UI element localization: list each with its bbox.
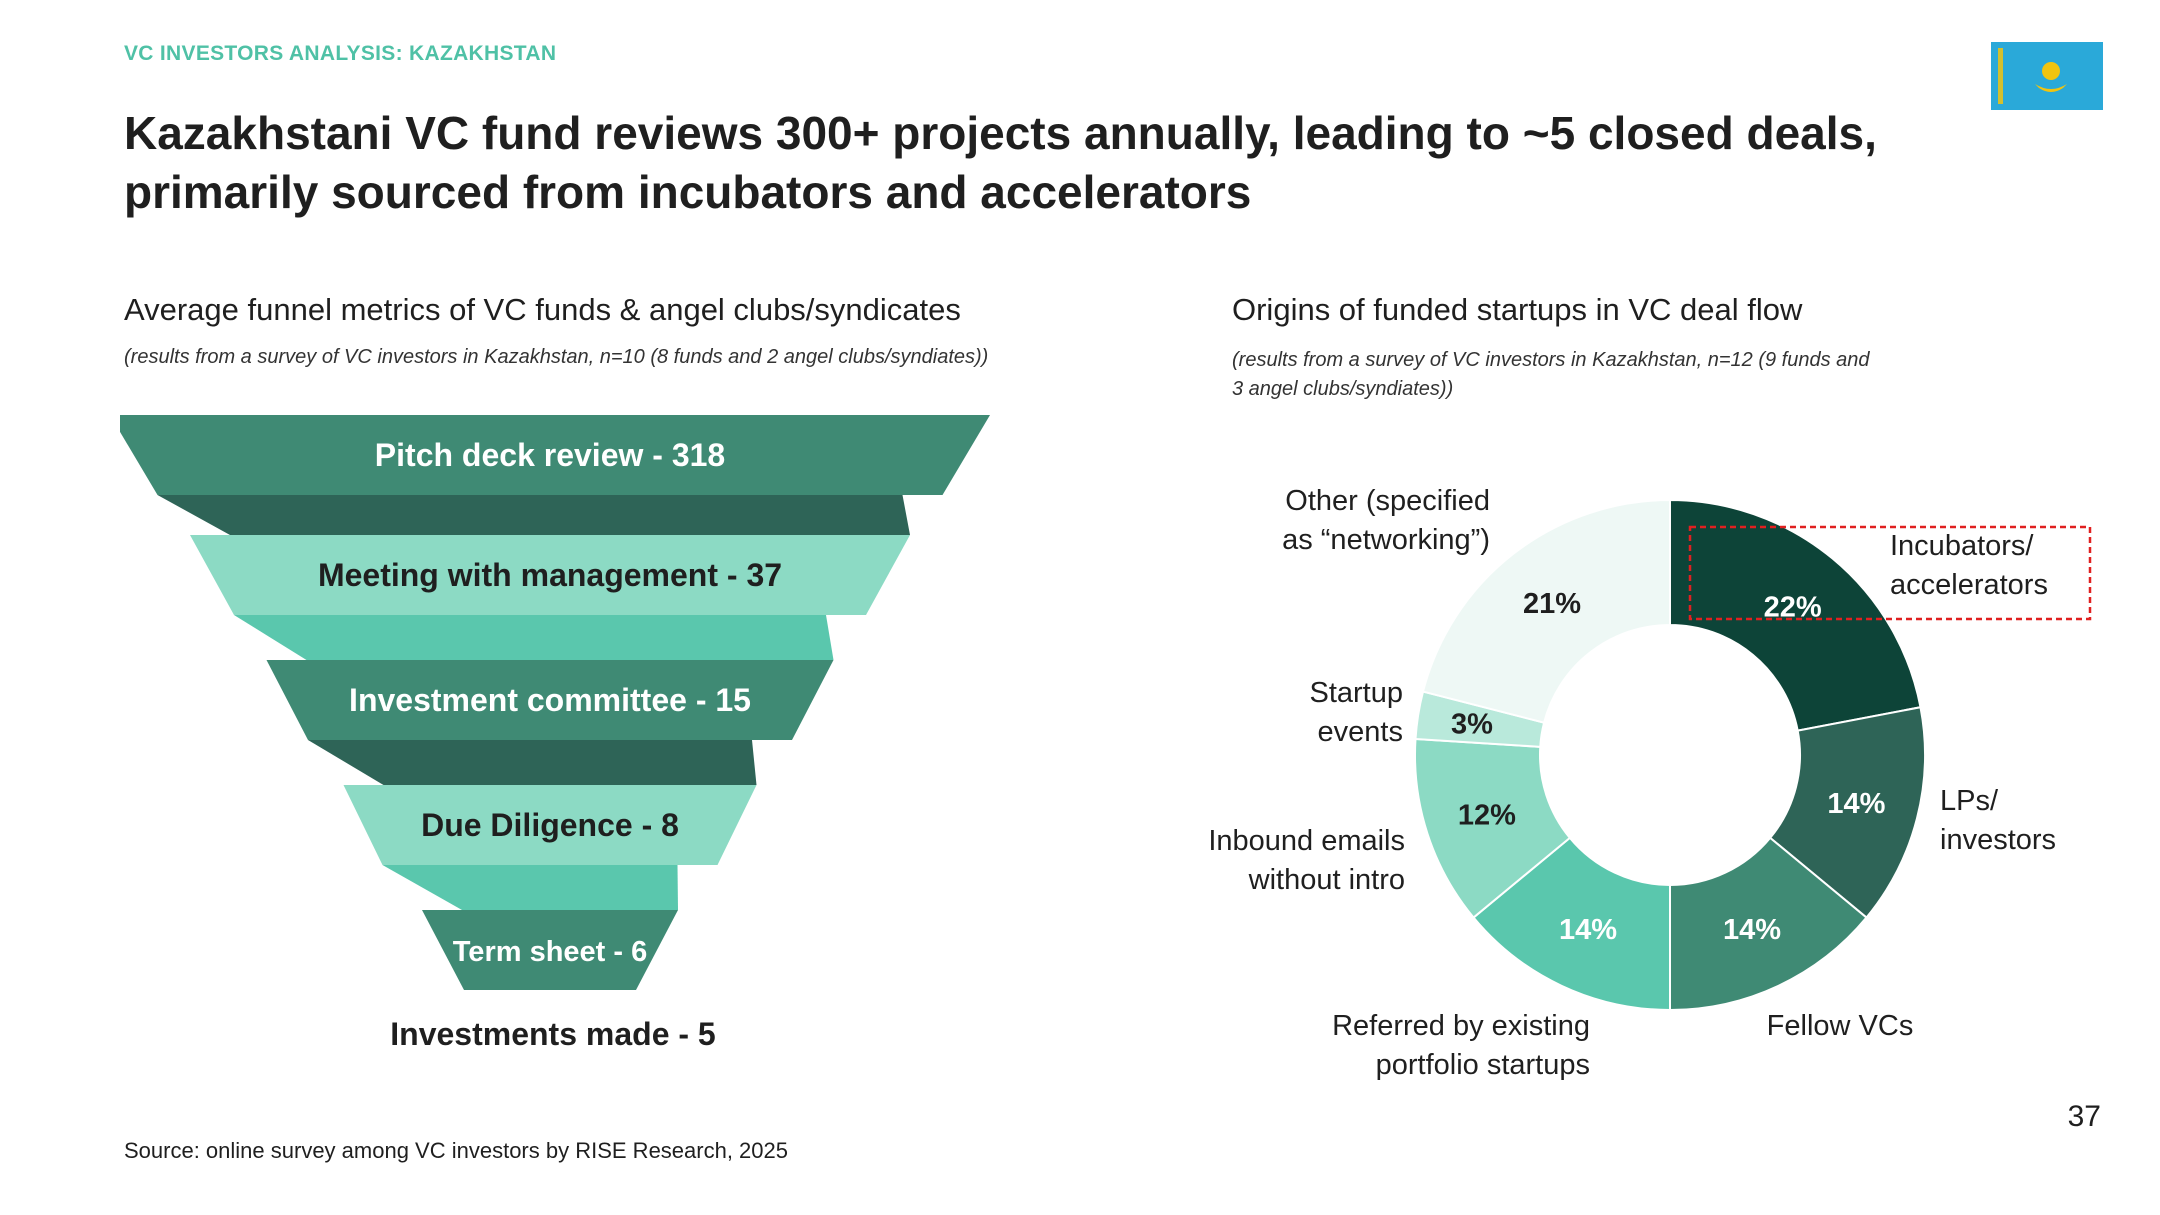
donut-slice-value-label: 14% — [1559, 914, 1617, 946]
donut-category-label: Startup events — [1310, 677, 1404, 748]
donut-chart-title: Origins of funded startups in VC deal fl… — [1232, 292, 1803, 327]
donut-chart-note-line-2: 3 angel clubs/syndiates)) — [1232, 378, 1454, 400]
donut-chart: 22% Incubators/accelerators 14% LPs/investo… — [1208, 485, 2092, 1081]
funnel-stage — [343, 785, 757, 865]
donut-slice-value-label: 22% — [1764, 592, 1822, 624]
funnel-connector — [308, 740, 757, 785]
source-note: Source: online survey among VC investors… — [124, 1138, 788, 1163]
funnel-stage — [266, 660, 834, 740]
donut-category-label: Incubators/accelerators — [1890, 530, 2048, 601]
section-kicker: VC INVESTORS ANALYSIS: KAZAKHSTAN — [124, 42, 557, 65]
highlight-box — [1688, 525, 2092, 621]
donut-slice-value-label: 14% — [1723, 914, 1781, 946]
page-number: 37 — [2067, 1100, 2101, 1133]
donut-slice-value-label: 12% — [1458, 799, 1516, 831]
funnel-stage — [422, 910, 678, 990]
donut-category-label: LPs/investors — [1940, 785, 2056, 856]
funnel-stage-label: Term sheet - 6 — [453, 936, 647, 968]
donut-slice — [1421, 498, 1671, 724]
donut-category-label: Referred by existing portfolio startups — [1332, 1010, 1590, 1081]
funnel-stage — [190, 535, 910, 615]
funnel-stage — [120, 415, 990, 495]
funnel-stage-label: Pitch deck review - 318 — [375, 437, 725, 473]
donut-slice-value-label: 21% — [1523, 588, 1581, 620]
kazakhstan-flag-icon — [1991, 42, 2103, 110]
donut-slice-value-label: 3% — [1451, 709, 1493, 741]
donut-slice-value-label: 14% — [1827, 788, 1885, 820]
funnel-final-label: Investments made - 5 — [390, 1016, 715, 1052]
funnel-stage-label: Due Diligence - 8 — [421, 807, 679, 843]
donut-slice — [1669, 498, 1922, 732]
funnel-connector — [234, 615, 834, 660]
funnel-connector — [157, 495, 910, 535]
funnel-stage-label: Investment committee - 15 — [349, 682, 751, 718]
page-title: Kazakhstani VC fund reviews 300+ project… — [124, 107, 1877, 218]
funnel-chart-title: Average funnel metrics of VC funds & ang… — [124, 292, 961, 327]
donut-category-label: Other (specified as “networking”) — [1282, 485, 1490, 556]
funnel-chart: Pitch deck review - 318 Meeting with mana… — [120, 415, 990, 1052]
funnel-chart-note: (results from a survey of VC investors i… — [124, 346, 989, 368]
donut-category-label: Fellow VCs — [1767, 1010, 1914, 1042]
donut-category-label: Inbound emails without intro — [1208, 825, 1405, 896]
funnel-connector — [382, 865, 678, 910]
donut-chart-note: (results from a survey of VC investors i… — [1232, 346, 1962, 404]
funnel-stage-label: Meeting with management - 37 — [318, 557, 782, 593]
donut-chart-note-line-1: (results from a survey of VC investors i… — [1232, 349, 1870, 371]
